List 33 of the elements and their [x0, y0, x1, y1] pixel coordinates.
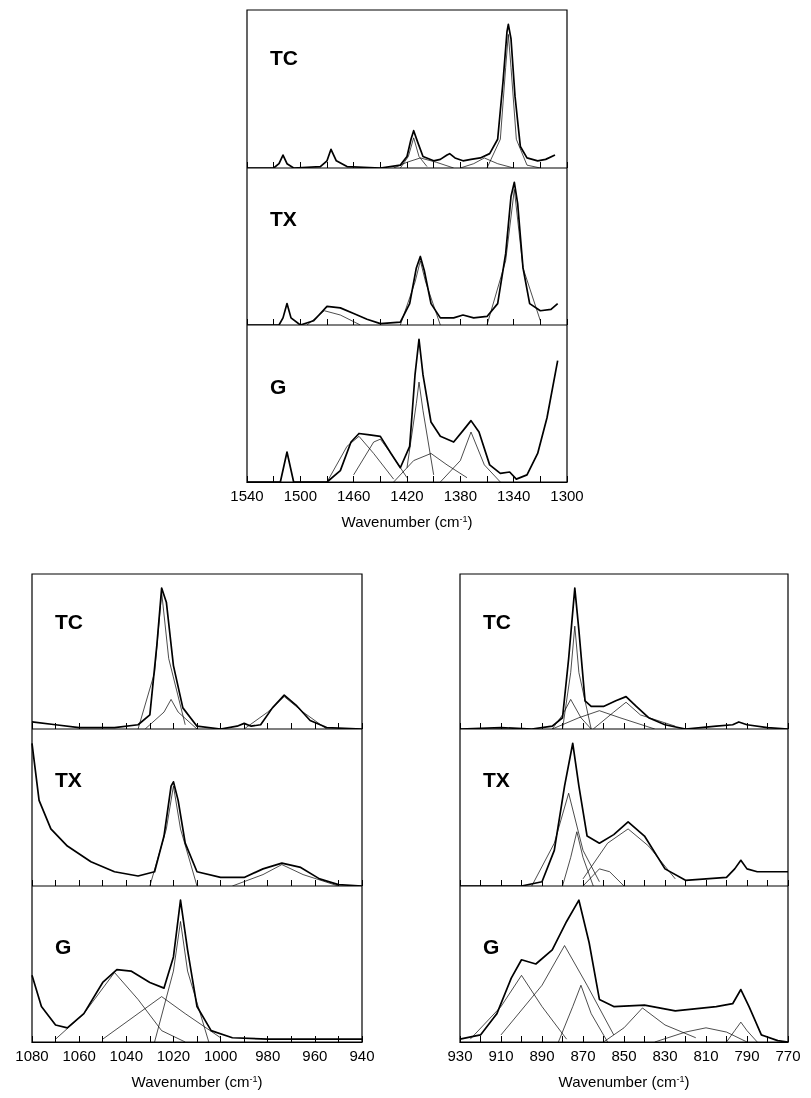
x-tick-label: 1500 [283, 487, 318, 504]
text: G [270, 374, 287, 398]
text: TX [55, 767, 82, 791]
x-tick-label: 910 [488, 1047, 514, 1064]
x-tick-label: 810 [693, 1047, 719, 1064]
x-tick-label: 830 [652, 1047, 678, 1064]
x-tick-label: 1040 [109, 1047, 143, 1064]
x-tick-label: 980 [255, 1047, 281, 1064]
text: TC [55, 609, 83, 633]
x-tick-label: 1460 [336, 487, 371, 504]
text: G [483, 935, 500, 959]
text: TX [270, 206, 297, 230]
x-tick-label: 1000 [203, 1047, 238, 1064]
x-tick-label: 770 [775, 1047, 801, 1064]
x-tick-label: 1420 [390, 487, 424, 504]
x-tick-label: 940 [349, 1047, 375, 1064]
x-tick-label: 1380 [443, 487, 478, 504]
text: TX [483, 767, 510, 791]
x-tick-label: 1020 [156, 1047, 191, 1064]
x-tick-label: 1080 [15, 1047, 49, 1064]
x-tick-label: 1340 [496, 487, 531, 504]
text: TC [483, 609, 511, 633]
x-tick-label: 1300 [550, 487, 584, 504]
x-tick-label: 790 [734, 1047, 760, 1064]
x-tick-label: 1540 [230, 487, 264, 504]
x-tick-label: 1060 [62, 1047, 96, 1064]
text: G [55, 935, 72, 959]
text: TC [270, 46, 298, 70]
x-tick-label: 870 [570, 1047, 596, 1064]
x-tick-label: 890 [529, 1047, 555, 1064]
x-tick-label: 960 [302, 1047, 328, 1064]
x-tick-label: 850 [611, 1047, 637, 1064]
x-tick-label: 930 [447, 1047, 473, 1064]
